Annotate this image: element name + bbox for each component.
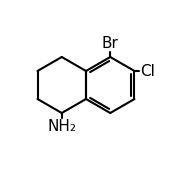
Text: Br: Br: [102, 36, 119, 51]
Text: Cl: Cl: [140, 64, 155, 78]
Text: NH₂: NH₂: [47, 119, 76, 134]
